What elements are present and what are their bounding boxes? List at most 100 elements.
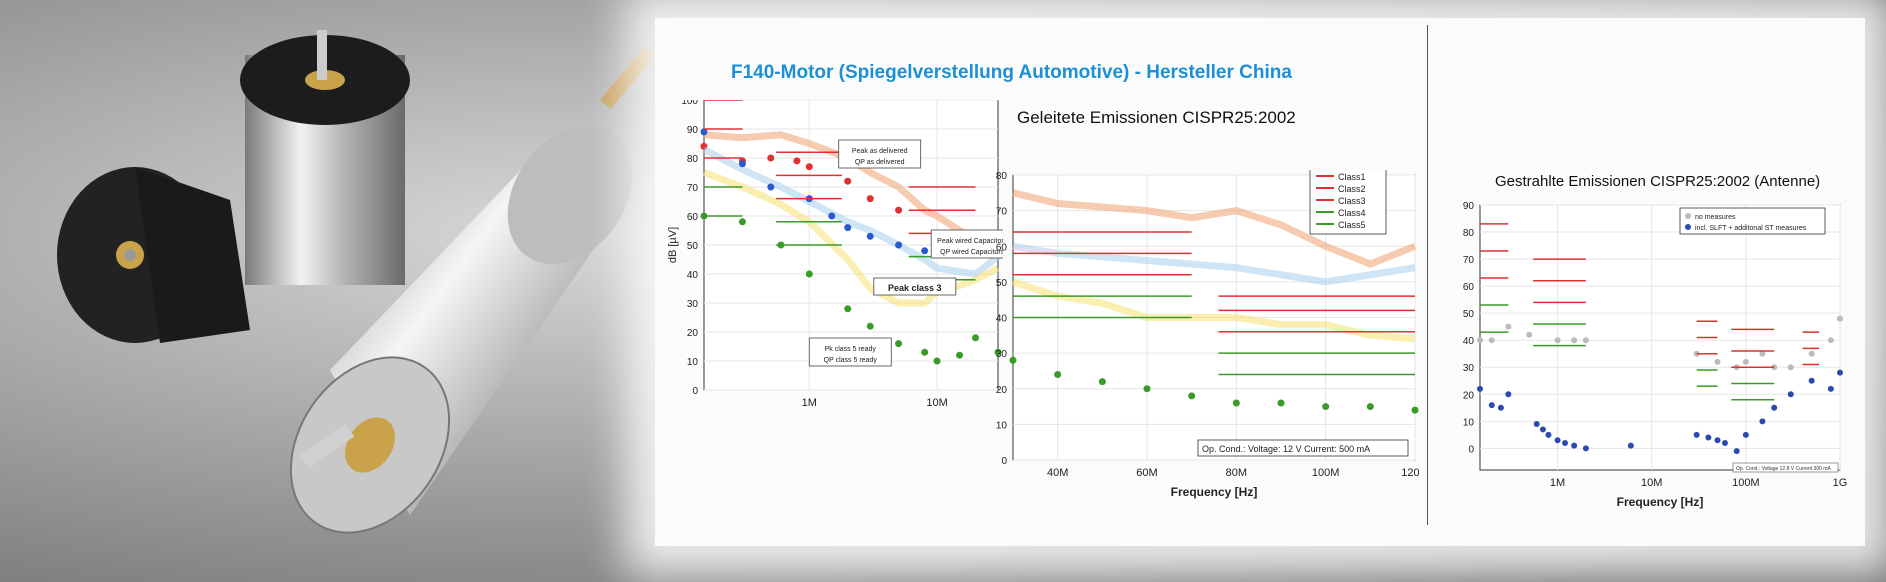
data-point bbox=[844, 305, 852, 313]
data-point bbox=[1627, 442, 1634, 449]
y-tick-label: 10 bbox=[687, 357, 699, 368]
data-point bbox=[1571, 442, 1578, 449]
data-point bbox=[1759, 350, 1766, 357]
y-tick-label: 20 bbox=[687, 328, 699, 339]
annotation-text: QP as delivered bbox=[855, 159, 905, 166]
data-point bbox=[1714, 437, 1721, 444]
data-point bbox=[994, 348, 1002, 356]
data-point bbox=[1411, 406, 1419, 414]
data-point bbox=[921, 348, 929, 356]
y-tick-label: 100 bbox=[681, 100, 698, 107]
data-point bbox=[1477, 337, 1483, 344]
data-point bbox=[1477, 385, 1483, 392]
motor-front bbox=[289, 46, 656, 534]
annotation-text: QP wired Capacitors bbox=[940, 249, 1003, 256]
panel-divider bbox=[1427, 25, 1428, 525]
data-point bbox=[1554, 337, 1561, 344]
y-tick-label: 30 bbox=[996, 349, 1008, 360]
x-axis-label: Frequency [Hz] bbox=[1171, 485, 1258, 499]
conducted-emissions-title: Geleitete Emissionen CISPR25:2002 bbox=[1017, 108, 1296, 127]
data-point bbox=[1526, 331, 1533, 338]
data-point bbox=[1545, 431, 1552, 438]
x-tick-label: 10M bbox=[926, 397, 947, 409]
conducted-low-chart: 0 10 20 30 40 50 60 70 80 90 100 1M 10M dB [µV] Peak a… bbox=[668, 100, 1003, 409]
annotation-text: Peak wired Capacitors bbox=[937, 238, 1003, 245]
legend-box bbox=[1679, 207, 1826, 235]
y-axis-label: dB [µV] bbox=[668, 227, 679, 263]
y-tick-label: 50 bbox=[996, 278, 1008, 289]
data-point bbox=[805, 270, 813, 278]
data-point bbox=[1693, 431, 1700, 438]
annotation-text: Peak as delivered bbox=[852, 148, 908, 155]
y-tick-label: 10 bbox=[996, 420, 1008, 431]
legend-marker bbox=[1685, 224, 1691, 230]
data-point bbox=[767, 183, 775, 191]
data-point bbox=[1787, 364, 1794, 371]
radiated-chart: 01020304050607080901M10M100M1GdB [µV]Fre… bbox=[1463, 201, 1847, 509]
data-point bbox=[866, 232, 874, 240]
legend-label: no measures bbox=[1695, 214, 1736, 221]
data-point bbox=[1098, 378, 1106, 386]
annotation-box bbox=[1197, 439, 1409, 457]
x-tick-label: 1M bbox=[1550, 477, 1565, 489]
data-point bbox=[1837, 369, 1843, 376]
y-tick-label: 0 bbox=[1001, 456, 1007, 467]
series-line bbox=[1011, 278, 1416, 343]
y-tick-label: 40 bbox=[1463, 336, 1475, 347]
data-point bbox=[1533, 421, 1540, 428]
data-point bbox=[866, 322, 874, 330]
data-point bbox=[1808, 377, 1815, 384]
annotation-text: QP class 5 ready bbox=[824, 357, 878, 364]
data-point bbox=[828, 212, 836, 220]
data-point bbox=[1505, 391, 1512, 398]
data-point bbox=[921, 247, 929, 255]
data-point bbox=[1322, 403, 1330, 411]
data-point bbox=[1582, 445, 1589, 452]
data-point bbox=[1787, 391, 1794, 398]
data-point bbox=[1232, 399, 1240, 407]
y-tick-label: 50 bbox=[687, 241, 699, 252]
data-point bbox=[1771, 404, 1778, 411]
annotation-text: Op. Cond.: Voltage 12.8 V Current 300 mA bbox=[1736, 466, 1831, 472]
legend-label: Class1 bbox=[1338, 172, 1366, 182]
data-point bbox=[1488, 337, 1495, 344]
legend-label: incl. SLFT + additonal ST measures bbox=[1695, 225, 1807, 232]
x-tick-label: 1M bbox=[802, 397, 817, 409]
y-tick-label: 60 bbox=[996, 242, 1008, 253]
legend-label: Class5 bbox=[1338, 220, 1366, 230]
annotation-text: Pk class 5 ready bbox=[825, 346, 877, 353]
main-title: F140-Motor (Spiegelverstellung Automotiv… bbox=[731, 62, 1292, 83]
data-point bbox=[1571, 337, 1578, 344]
y-tick-label: 20 bbox=[1463, 390, 1475, 401]
x-tick-label: 100M bbox=[1312, 467, 1340, 479]
x-tick-label: 100M bbox=[1732, 477, 1760, 489]
y-tick-label: 30 bbox=[1463, 363, 1475, 374]
data-point bbox=[738, 160, 746, 168]
legend-label: Class3 bbox=[1338, 196, 1366, 206]
data-point bbox=[1054, 371, 1062, 378]
y-tick-label: 30 bbox=[687, 299, 699, 310]
data-point bbox=[895, 206, 903, 214]
y-tick-label: 70 bbox=[996, 207, 1008, 218]
data-point bbox=[1539, 426, 1546, 433]
y-tick-label: 80 bbox=[996, 171, 1008, 182]
x-tick-label: 60M bbox=[1136, 467, 1157, 479]
x-axis-label: Frequency [Hz] bbox=[1617, 495, 1704, 509]
annotation-text: Peak class 3 bbox=[888, 283, 942, 293]
legend-label: Class4 bbox=[1338, 208, 1366, 218]
annotation-text: Op. Cond.: Voltage: 12 V Current: 500 mA bbox=[1202, 444, 1370, 454]
data-point bbox=[1497, 404, 1504, 411]
data-point bbox=[1742, 431, 1749, 438]
conducted-high-chart: 0 10 20 30 40 50 60 70 80 40M 60M 80M 100M 120M Freque… bbox=[996, 170, 1420, 499]
radiated-emissions-title: Gestrahlte Emissionen CISPR25:2002 (Ante… bbox=[1495, 173, 1821, 190]
data-point bbox=[1366, 403, 1374, 411]
annotation-box bbox=[838, 139, 922, 169]
data-point bbox=[1582, 337, 1589, 344]
motor-back bbox=[240, 30, 410, 285]
legend-marker bbox=[1685, 213, 1691, 219]
y-tick-label: 80 bbox=[687, 154, 699, 165]
data-point bbox=[1562, 439, 1569, 446]
x-tick-label: 10M bbox=[1641, 477, 1662, 489]
annotation-box bbox=[930, 229, 1003, 259]
y-tick-label: 70 bbox=[687, 183, 699, 194]
